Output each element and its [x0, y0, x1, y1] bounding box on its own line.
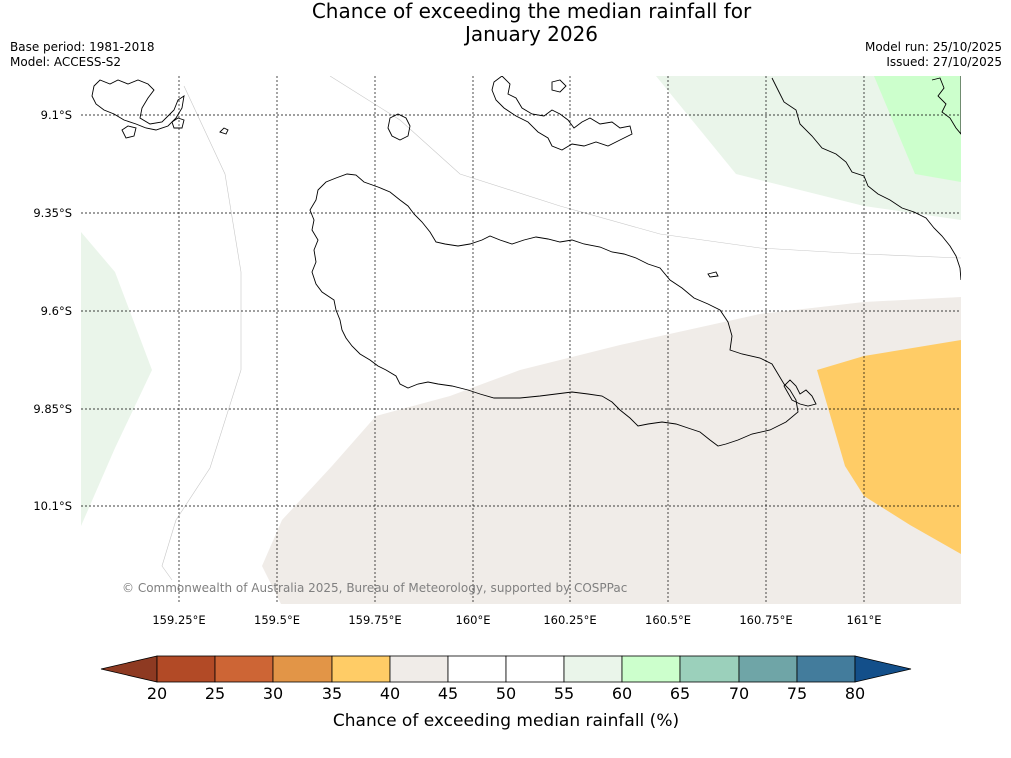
malaita-northern-islands: [931, 76, 961, 135]
colorbar-tick: 65: [670, 684, 690, 703]
colorbar-segment: [505, 655, 565, 683]
small-island-3: [219, 127, 229, 135]
colorbar-over-arrow: [854, 655, 912, 683]
title-line-2: January 2026: [464, 22, 599, 46]
colorbar-tick: 35: [322, 684, 342, 703]
colorbar-segment: [679, 655, 740, 683]
copyright-text: © Commonwealth of Australia 2025, Bureau…: [122, 581, 627, 595]
meta-left: Base period: 1981-2018 Model: ACCESS-S2: [10, 40, 155, 70]
guadalcanal-coastline: [309, 173, 799, 447]
colorbar-tick: 70: [729, 684, 749, 703]
colorbar-segments: [156, 655, 856, 683]
colorbar-segment: [796, 655, 856, 683]
region-55-60-west: [81, 232, 152, 526]
colorbar-tick: 75: [787, 684, 807, 703]
colorbar-tick: 55: [554, 684, 574, 703]
issued-text: Issued: 27/10/2025: [886, 55, 1002, 69]
colorbar-tick: 60: [612, 684, 632, 703]
lon-label: 160.75°E: [739, 613, 792, 627]
colorbar: 20 25 30 35 40 45 50 55 60 65 70 75 80 C…: [100, 655, 912, 731]
lat-label: 10.1°S: [33, 499, 72, 513]
coastlines: [91, 76, 961, 447]
colorbar-tick: 20: [147, 684, 167, 703]
colorbar-tick: 25: [205, 684, 225, 703]
lat-label: 9.85°S: [33, 402, 72, 416]
lon-label: 160°E: [456, 613, 491, 627]
north-islands-coastline: [491, 76, 633, 151]
title-line-1: Chance of exceeding the median rainfall …: [311, 0, 752, 23]
colorbar-segment: [563, 655, 623, 683]
map-panel: © Commonwealth of Australia 2025, Bureau…: [81, 76, 961, 604]
model-run-text: Model run: 25/10/2025: [864, 40, 1002, 54]
lat-label: 9.35°S: [33, 206, 72, 220]
region-35-40-east: [817, 340, 961, 554]
colorbar-tick: 45: [438, 684, 458, 703]
small-island-2: [171, 117, 185, 129]
colorbar-segment: [156, 655, 216, 683]
colorbar-tick: 40: [380, 684, 400, 703]
north-islet: [551, 79, 567, 93]
colorbar-segment: [214, 655, 274, 683]
lon-label: 159.75°E: [348, 613, 401, 627]
lon-label: 159.25°E: [152, 613, 205, 627]
colorbar-segment: [621, 655, 681, 683]
base-period-text: Base period: 1981-2018: [10, 40, 155, 54]
colorbar-under-arrow: [100, 655, 158, 683]
southeast-cape-islets: [783, 379, 817, 407]
model-text: Model: ACCESS-S2: [10, 55, 122, 69]
colorbar-ticks: 20 25 30 35 40 45 50 55 60 65 70 75 80: [147, 684, 865, 703]
colorbar-tick: 80: [845, 684, 865, 703]
faint-contours: [161, 76, 961, 581]
colorbar-segment: [738, 655, 798, 683]
colorbar-tick: 50: [496, 684, 516, 703]
lat-label: 9.1°S: [41, 108, 72, 122]
small-islet-east: [707, 271, 719, 278]
chart-title: Chance of exceeding the median rainfall …: [0, 0, 1011, 46]
small-island-1: [121, 125, 137, 139]
latitude-labels: 9.1°S 9.35°S 9.6°S 9.85°S 10.1°S: [33, 108, 72, 513]
region-55-60-northeast: [656, 76, 961, 220]
region-60-65-northeast: [874, 76, 961, 182]
malaita-coastline: [771, 77, 961, 281]
florida-islands-coastline: [91, 79, 185, 131]
savo-island: [387, 113, 411, 141]
gridlines: [81, 76, 961, 604]
lon-label: 161°E: [847, 613, 882, 627]
lon-label: 160.25°E: [543, 613, 596, 627]
longitude-labels: 159.25°E 159.5°E 159.75°E 160°E 160.25°E…: [152, 613, 881, 627]
colorbar-segment: [272, 655, 333, 683]
meta-right: Model run: 25/10/2025 Issued: 27/10/2025: [865, 40, 1002, 70]
region-40-45-south: [262, 297, 961, 604]
colorbar-tick: 30: [263, 684, 283, 703]
lon-label: 159.5°E: [254, 613, 300, 627]
lat-label: 9.6°S: [41, 304, 72, 318]
colorbar-label: Chance of exceeding median rainfall (%): [333, 711, 679, 731]
colorbar-segment: [331, 655, 391, 683]
colorbar-segment: [447, 655, 507, 683]
colorbar-segment: [389, 655, 449, 683]
lon-label: 160.5°E: [645, 613, 691, 627]
